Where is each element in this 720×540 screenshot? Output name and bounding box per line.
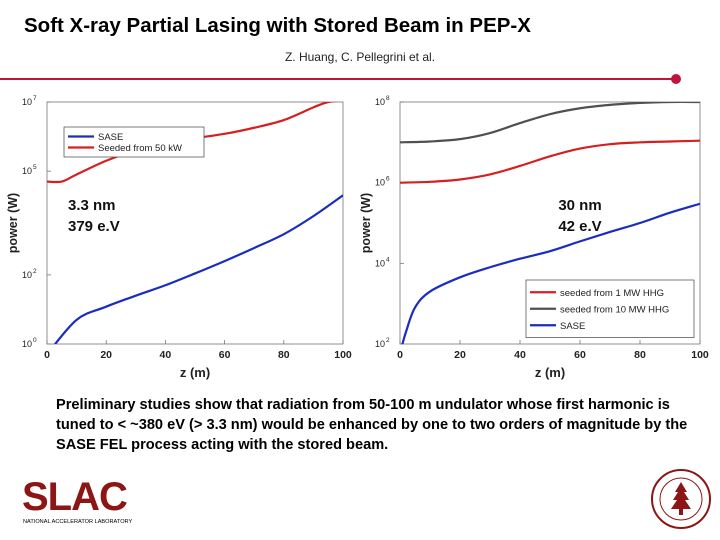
- right-y-tick-exponent: 2: [386, 337, 390, 344]
- left-legend-box: [63, 126, 205, 158]
- left-x-tick-label: 100: [334, 349, 352, 361]
- right-legend-label-2: SASE: [560, 321, 585, 332]
- right-y-tick-label: 10: [375, 339, 385, 349]
- summary-paragraph: Preliminary studies show that radiation …: [56, 397, 688, 453]
- right-y-tick-label: 10: [375, 178, 385, 188]
- right-legend-label-0: seeded from 1 MW HHG: [560, 288, 664, 299]
- right-series-line-0: [400, 139, 700, 184]
- left-legend-label-1: Seeded from 50 kW: [98, 143, 182, 154]
- left-x-tick-label: 40: [160, 349, 172, 361]
- right-legend-label-1: seeded from 10 MW HHG: [560, 304, 669, 315]
- left-plot-frame: [46, 101, 344, 345]
- divider-dot: [671, 74, 681, 84]
- right-series-line-1: [400, 102, 700, 144]
- left-y-tick-exponent: 7: [33, 95, 37, 102]
- right-y-axis-label: power (W): [360, 193, 373, 253]
- right-x-tick-label: 0: [397, 349, 403, 361]
- right-x-tick-label: 60: [574, 349, 586, 361]
- right-y-tick-exponent: 4: [386, 256, 390, 263]
- slac-logo-subtext: NATIONAL ACCELERATOR LABORATORY: [23, 519, 132, 525]
- right-x-tick-label: 20: [454, 349, 466, 361]
- left-y-tick-exponent: 5: [33, 164, 37, 171]
- stanford-seal-icon: [651, 469, 711, 529]
- left-y-tick-label: 10: [22, 339, 32, 349]
- left-y-tick-exponent: 2: [33, 268, 37, 275]
- left-y-tick-label: 10: [22, 166, 32, 176]
- left-legend-label-0: SASE: [98, 132, 123, 143]
- title-divider: [0, 74, 681, 84]
- right-plot-frame: [399, 101, 701, 345]
- right-series-line-2: [401, 202, 700, 344]
- right-x-tick-label: 80: [634, 349, 646, 361]
- left-x-axis-label: z (m): [180, 365, 210, 380]
- right-y-tick-label: 10: [375, 258, 385, 268]
- right-x-axis-label: z (m): [535, 365, 565, 380]
- authors-line: Z. Huang, C. Pellegrini et al.: [284, 50, 436, 64]
- left-x-tick-label: 0: [44, 349, 50, 361]
- right-annotation-line-1: 42 e.V: [558, 218, 601, 235]
- slac-logo-wordmark: SLAC: [22, 475, 127, 519]
- right-x-tick-label: 40: [514, 349, 526, 361]
- slide-title: Soft X-ray Partial Lasing with Stored Be…: [24, 14, 531, 37]
- right-y-tick-exponent: 6: [386, 176, 390, 183]
- left-x-tick-label: 20: [100, 349, 112, 361]
- left-y-axis-label: power (W): [6, 193, 20, 253]
- slac-logo: SLAC NATIONAL ACCELERATOR LABORATORY: [22, 475, 132, 525]
- right-x-tick-label: 100: [691, 349, 709, 361]
- right-y-tick-label: 10: [375, 97, 385, 107]
- left-annotation-line-1: 379 e.V: [68, 218, 120, 235]
- right-annotation-line-0: 30 nm: [558, 197, 601, 214]
- left-y-tick-label: 10: [22, 97, 32, 107]
- right-y-tick-exponent: 8: [386, 95, 390, 102]
- left-x-tick-label: 80: [278, 349, 290, 361]
- left-series-line-0: [53, 194, 343, 344]
- left-annotation-line-0: 3.3 nm: [68, 197, 116, 214]
- left-x-tick-label: 60: [219, 349, 231, 361]
- left-y-tick-label: 10: [22, 270, 32, 280]
- left-y-tick-exponent: 0: [33, 337, 37, 344]
